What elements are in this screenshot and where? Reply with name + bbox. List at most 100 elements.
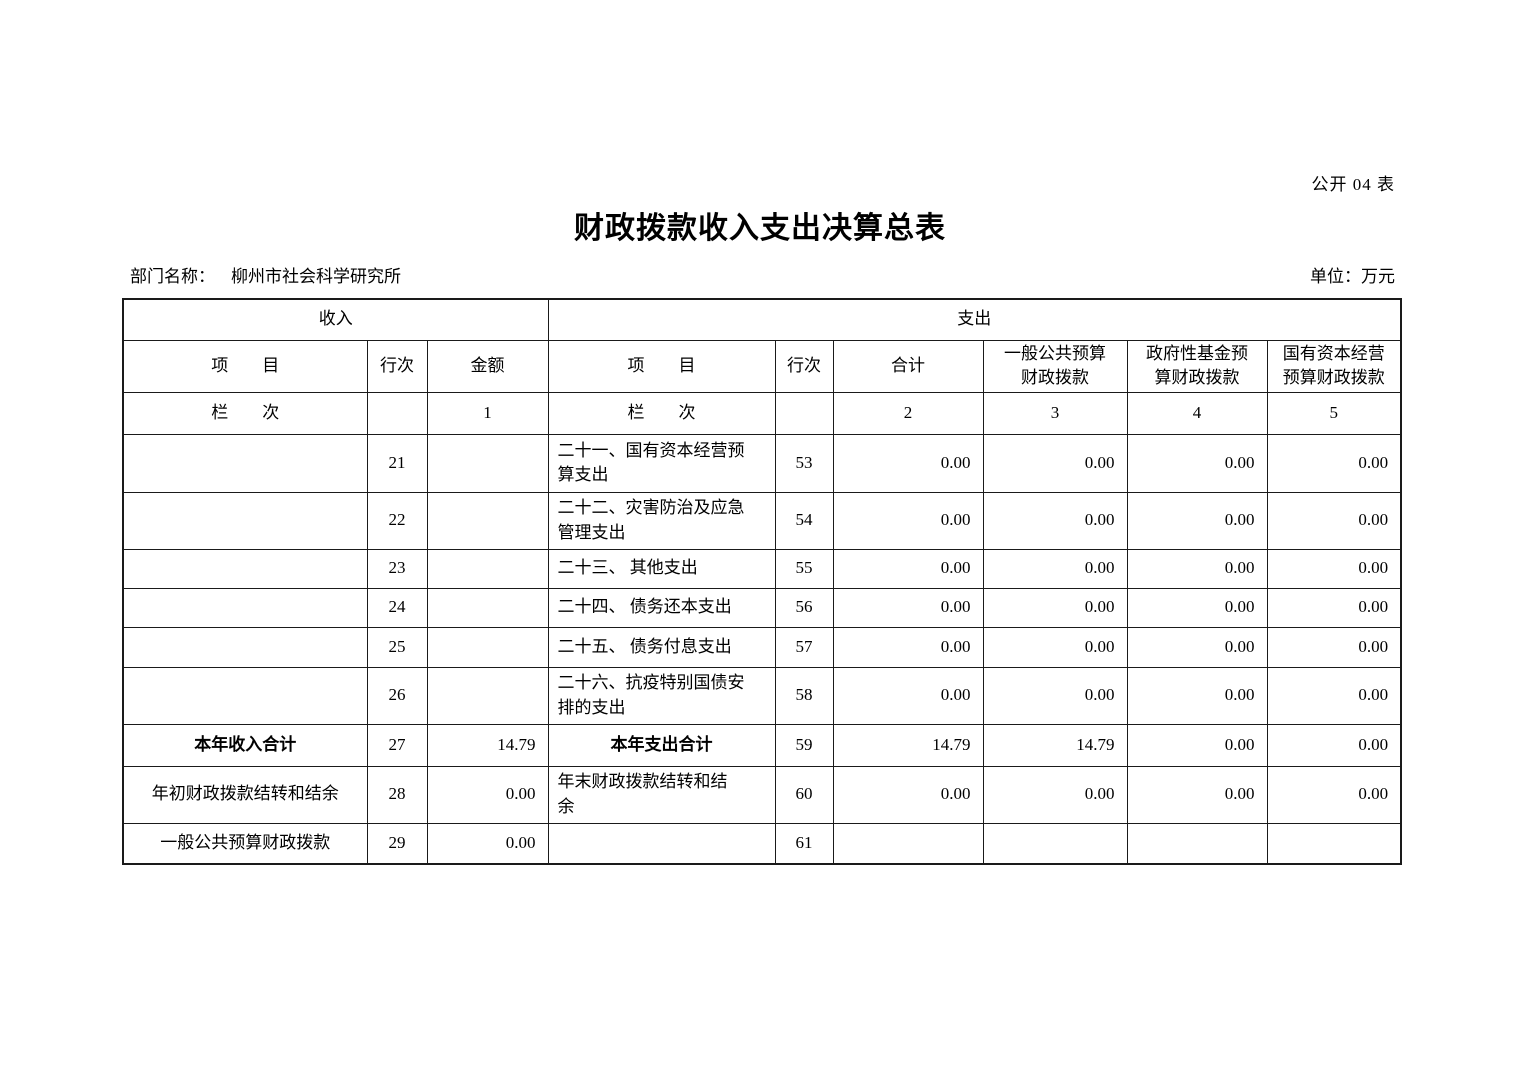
expense-line-cell: 59 [774,723,834,767]
income-item-cell [122,666,368,725]
expense-line-cell: 61 [774,822,834,865]
table-row: 25 二十五、 债务付息支出 57 0.00 0.00 0.00 0.00 [122,626,1402,668]
general-budget-cell: 0.00 [982,626,1128,668]
income-line-cell: 23 [366,548,428,589]
expense-section-header: 支出 [547,298,1402,341]
general-budget-cell: 0.00 [982,587,1128,628]
total-cell: 0.00 [832,626,984,668]
income-amount-cell: 0.00 [426,822,549,865]
expense-line-cell: 58 [774,666,834,725]
table-row: 年初财政拨款结转和结余 28 0.00 年末财政拨款结转和结 余 60 0.00… [122,765,1402,824]
column-index-4: 4 [1126,391,1268,435]
expense-line-cell: 55 [774,548,834,589]
income-amount-cell [426,433,549,493]
page-title: 财政拨款收入支出决算总表 [574,212,946,245]
form-number-label: 公开 04 表 [1311,175,1395,194]
gov-fund-cell: 0.00 [1126,587,1268,628]
income-item-cell: 本年收入合计 [122,723,368,767]
gov-fund-cell: 0.00 [1126,765,1268,824]
income-index-label: 栏 次 [122,391,368,435]
gov-fund-cell [1126,822,1268,865]
state-capital-cell: 0.00 [1266,765,1402,824]
total-cell: 0.00 [832,548,984,589]
gov-fund-cell: 0.00 [1126,626,1268,668]
expense-item-cell: 本年支出合计 [547,723,776,767]
table-row-totals: 本年收入合计 27 14.79 本年支出合计 59 14.79 14.79 0.… [122,723,1402,767]
state-capital-cell: 0.00 [1266,433,1402,493]
general-budget-cell: 14.79 [982,723,1128,767]
column-index-1: 1 [426,391,549,435]
total-cell: 0.00 [832,666,984,725]
general-budget-header: 一般公共预算 财政拨款 [982,339,1128,393]
income-line-header: 行次 [366,339,428,393]
state-capital-header: 国有资本经营 预算财政拨款 [1266,339,1402,393]
expense-index-label: 栏 次 [547,391,776,435]
income-line-cell: 27 [366,723,428,767]
income-amount-cell [426,491,549,550]
income-item-cell: 年初财政拨款结转和结余 [122,765,368,824]
total-cell: 0.00 [832,587,984,628]
state-capital-cell: 0.00 [1266,626,1402,668]
income-amount-cell [426,548,549,589]
column-index-3: 3 [982,391,1128,435]
state-capital-cell: 0.00 [1266,587,1402,628]
income-amount-cell: 0.00 [426,765,549,824]
total-header: 合计 [832,339,984,393]
income-item-cell: 一般公共预算财政拨款 [122,822,368,865]
expense-line-cell: 60 [774,765,834,824]
total-cell [832,822,984,865]
income-amount-cell [426,666,549,725]
income-line-cell: 25 [366,626,428,668]
state-capital-cell: 0.00 [1266,666,1402,725]
column-index-5: 5 [1266,391,1402,435]
gov-fund-cell: 0.00 [1126,548,1268,589]
gov-fund-header: 政府性基金预 算财政拨款 [1126,339,1268,393]
general-budget-cell [982,822,1128,865]
income-line-cell: 28 [366,765,428,824]
table-row: 24 二十四、 债务还本支出 56 0.00 0.00 0.00 0.00 [122,587,1402,628]
income-line-cell: 22 [366,491,428,550]
income-amount-cell [426,626,549,668]
expense-line-header: 行次 [774,339,834,393]
income-line-cell: 29 [366,822,428,865]
department-name: 柳州市社会科学研究所 [231,267,401,286]
total-cell: 0.00 [832,765,984,824]
income-index-line [366,391,428,435]
income-amount-header: 金额 [426,339,549,393]
state-capital-cell [1266,822,1402,865]
total-cell: 14.79 [832,723,984,767]
table-row: 26 二十六、抗疫特别国债安 排的支出 58 0.00 0.00 0.00 0.… [122,666,1402,725]
state-capital-cell: 0.00 [1266,723,1402,767]
general-budget-cell: 0.00 [982,548,1128,589]
income-line-cell: 26 [366,666,428,725]
unit-label: 单位：万元 [1310,267,1395,286]
income-item-cell [122,491,368,550]
column-index-2: 2 [832,391,984,435]
expense-item-header: 项 目 [547,339,776,393]
gov-fund-cell: 0.00 [1126,491,1268,550]
table-row: 23 二十三、 其他支出 55 0.00 0.00 0.00 0.00 [122,548,1402,589]
expense-line-cell: 53 [774,433,834,493]
total-cell: 0.00 [832,491,984,550]
expense-item-cell: 二十三、 其他支出 [547,548,776,589]
expense-item-cell: 年末财政拨款结转和结 余 [547,765,776,824]
table-row: 21 二十一、国有资本经营预 算支出 53 0.00 0.00 0.00 0.0… [122,433,1402,493]
table-row: 一般公共预算财政拨款 29 0.00 61 [122,822,1402,865]
expense-item-cell: 二十四、 债务还本支出 [547,587,776,628]
general-budget-cell: 0.00 [982,765,1128,824]
income-amount-cell: 14.79 [426,723,549,767]
gov-fund-cell: 0.00 [1126,433,1268,493]
section-header-row: 收入 支出 [122,298,1402,341]
department-line: 部门名称： 柳州市社会科学研究所 [130,262,401,287]
column-header-row: 项 目 行次 金额 项 目 行次 合计 一般公共预算 财政拨款 政府性基金预 算… [122,339,1402,393]
expense-index-line [774,391,834,435]
expense-line-cell: 56 [774,587,834,628]
general-budget-cell: 0.00 [982,491,1128,550]
income-amount-cell [426,587,549,628]
budget-table: 收入 支出 项 目 行次 金额 项 目 行次 合计 一般公共预算 财政拨款 政府… [122,298,1403,866]
expense-item-cell: 二十二、灾害防治及应急 管理支出 [547,491,776,550]
expense-line-cell: 57 [774,626,834,668]
table-row: 22 二十二、灾害防治及应急 管理支出 54 0.00 0.00 0.00 0.… [122,491,1402,550]
expense-line-cell: 54 [774,491,834,550]
